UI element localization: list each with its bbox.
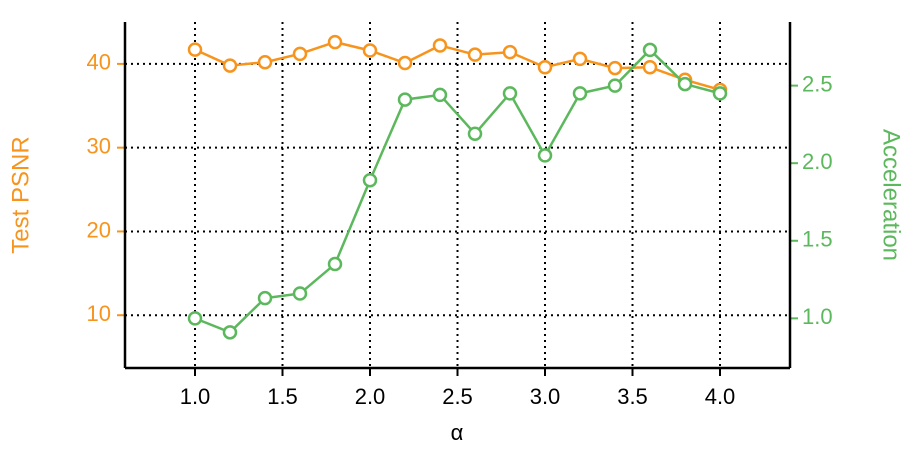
y2-axis-label: Acceleration: [878, 129, 905, 261]
x-tick-label: 4.0: [705, 384, 736, 409]
x-axis-label: α: [451, 420, 464, 445]
x-tick-label: 3.0: [530, 384, 561, 409]
data-point: [257, 290, 273, 306]
y2-tick-label: 2.5: [802, 71, 833, 96]
data-point: [572, 51, 588, 67]
data-point: [467, 126, 483, 141]
y-tick-label: 10: [87, 301, 111, 326]
data-point: [607, 78, 623, 93]
y-axis-label: Test PSNR: [7, 136, 34, 253]
data-point: [397, 55, 413, 71]
data-point: [677, 76, 693, 92]
data-point: [362, 43, 378, 58]
x-tick-label: 1.0: [180, 384, 211, 409]
data-point: [572, 86, 588, 101]
data-point: [642, 42, 658, 58]
data-point: [432, 38, 448, 53]
data-point: [187, 42, 203, 57]
data-point: [537, 59, 553, 75]
data-point: [607, 60, 623, 76]
x-tick-label: 1.5: [267, 384, 298, 409]
data-point: [292, 286, 308, 301]
data-point: [642, 59, 658, 75]
data-point: [502, 86, 518, 101]
y-tick-label: 40: [87, 50, 111, 75]
data-point: [502, 44, 518, 60]
y-tick-label: 30: [87, 133, 111, 158]
data-point: [187, 311, 203, 326]
data-point: [397, 92, 413, 107]
data-point: [222, 58, 238, 73]
data-point: [327, 256, 343, 272]
data-point: [467, 47, 483, 62]
x-tick-label: 3.5: [617, 384, 648, 409]
y2-tick-label: 1.0: [802, 304, 833, 329]
x-tick-label: 2.0: [355, 384, 386, 409]
x-tick-label: 2.5: [442, 384, 473, 409]
data-point: [537, 148, 553, 163]
data-point: [257, 54, 273, 70]
data-point: [362, 173, 378, 188]
y2-tick-label: 1.5: [802, 227, 833, 252]
data-point: [712, 86, 728, 101]
y-tick-label: 20: [87, 217, 111, 242]
data-point: [432, 87, 448, 103]
series-line: [194, 48, 721, 334]
data-point: [292, 46, 308, 62]
data-point: [222, 325, 238, 340]
data-point: [327, 34, 343, 50]
y2-tick-label: 2.0: [802, 149, 833, 174]
